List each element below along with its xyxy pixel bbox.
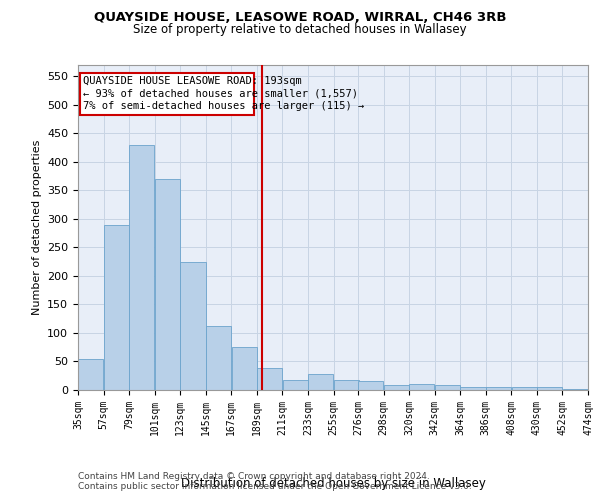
Bar bbox=[409, 384, 434, 390]
Bar bbox=[130, 145, 154, 390]
Bar bbox=[334, 380, 359, 390]
Bar bbox=[512, 387, 536, 390]
Text: QUAYSIDE HOUSE, LEASOWE ROAD, WIRRAL, CH46 3RB: QUAYSIDE HOUSE, LEASOWE ROAD, WIRRAL, CH… bbox=[94, 11, 506, 24]
Bar bbox=[563, 389, 588, 390]
Text: ← 93% of detached houses are smaller (1,557): ← 93% of detached houses are smaller (1,… bbox=[83, 88, 358, 99]
Text: 7% of semi-detached houses are larger (115) →: 7% of semi-detached houses are larger (1… bbox=[83, 101, 364, 111]
Bar bbox=[537, 387, 562, 390]
Bar bbox=[460, 387, 485, 390]
Bar bbox=[283, 380, 308, 390]
Bar bbox=[358, 382, 383, 390]
Bar bbox=[435, 386, 460, 390]
Bar bbox=[486, 387, 511, 390]
Bar bbox=[257, 368, 282, 390]
Bar bbox=[104, 224, 129, 390]
Text: Size of property relative to detached houses in Wallasey: Size of property relative to detached ho… bbox=[133, 22, 467, 36]
Text: Contains HM Land Registry data © Crown copyright and database right 2024.: Contains HM Land Registry data © Crown c… bbox=[78, 472, 430, 481]
Bar bbox=[308, 374, 334, 390]
Y-axis label: Number of detached properties: Number of detached properties bbox=[32, 140, 41, 315]
Bar bbox=[78, 358, 103, 390]
Text: QUAYSIDE HOUSE LEASOWE ROAD: 193sqm: QUAYSIDE HOUSE LEASOWE ROAD: 193sqm bbox=[83, 76, 302, 86]
Bar bbox=[181, 262, 206, 390]
Bar bbox=[206, 326, 231, 390]
FancyBboxPatch shape bbox=[80, 73, 254, 114]
Bar bbox=[384, 386, 409, 390]
X-axis label: Distribution of detached houses by size in Wallasey: Distribution of detached houses by size … bbox=[181, 476, 485, 490]
Bar bbox=[155, 179, 180, 390]
Bar bbox=[232, 347, 257, 390]
Text: Contains public sector information licensed under the Open Government Licence v3: Contains public sector information licen… bbox=[78, 482, 472, 491]
